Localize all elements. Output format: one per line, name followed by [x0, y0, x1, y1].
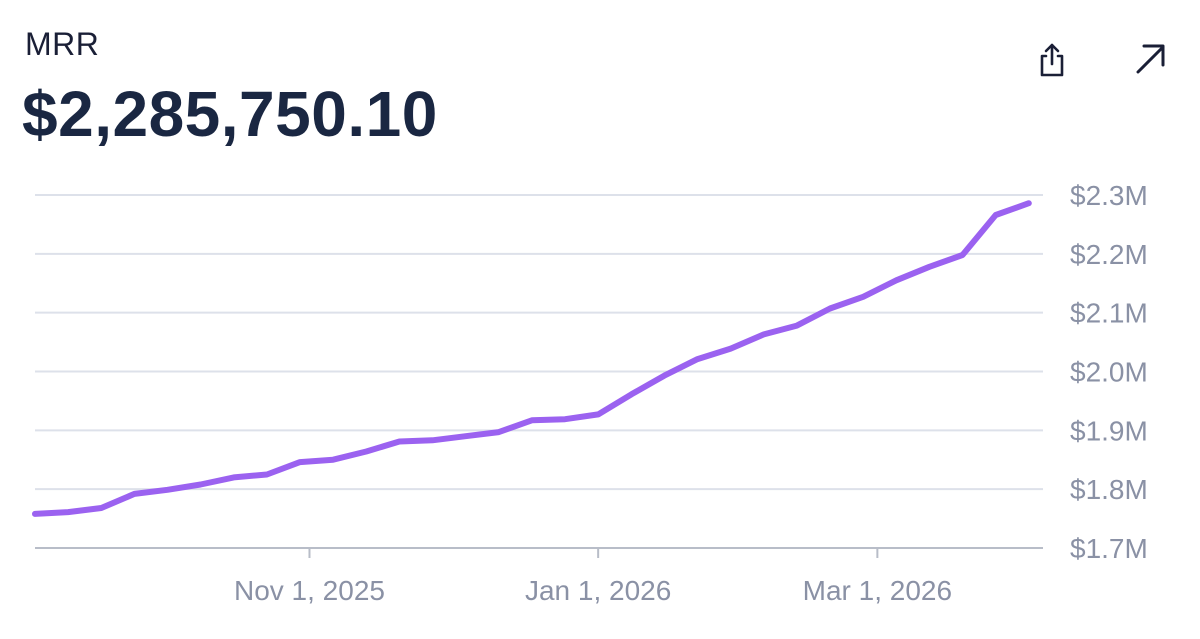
x-tick-label: Nov 1, 2025 — [234, 575, 385, 606]
y-tick-label: $2.0M — [1070, 357, 1148, 388]
y-tick-label: $2.3M — [1070, 180, 1148, 211]
y-tick-label: $1.8M — [1070, 474, 1148, 505]
share-icon — [1040, 43, 1064, 77]
x-tick-label: Mar 1, 2026 — [803, 575, 952, 606]
series-layer — [32, 200, 1032, 517]
expand-button[interactable] — [1126, 34, 1174, 82]
y-tick-label: $1.9M — [1070, 415, 1148, 446]
y-tick-label: $2.1M — [1070, 298, 1148, 329]
series-line — [32, 200, 1032, 517]
metric-value: $2,285,750.10 — [22, 78, 438, 150]
x-tick-label: Jan 1, 2026 — [525, 575, 671, 606]
grid-lines — [35, 194, 1043, 491]
share-button[interactable] — [1028, 36, 1076, 84]
metric-label: MRR — [25, 26, 100, 62]
x-tick-labels: Nov 1, 2025 Jan 1, 2026 Mar 1, 2026 — [234, 575, 952, 606]
y-tick-label: $2.2M — [1070, 239, 1148, 270]
arrow-up-right-icon — [1136, 44, 1165, 74]
x-axis — [35, 547, 1043, 558]
y-tick-label: $1.7M — [1070, 533, 1148, 564]
y-tick-labels: $2.3M $2.2M $2.1M $2.0M $1.9M $1.8M $1.7M — [1070, 180, 1148, 564]
